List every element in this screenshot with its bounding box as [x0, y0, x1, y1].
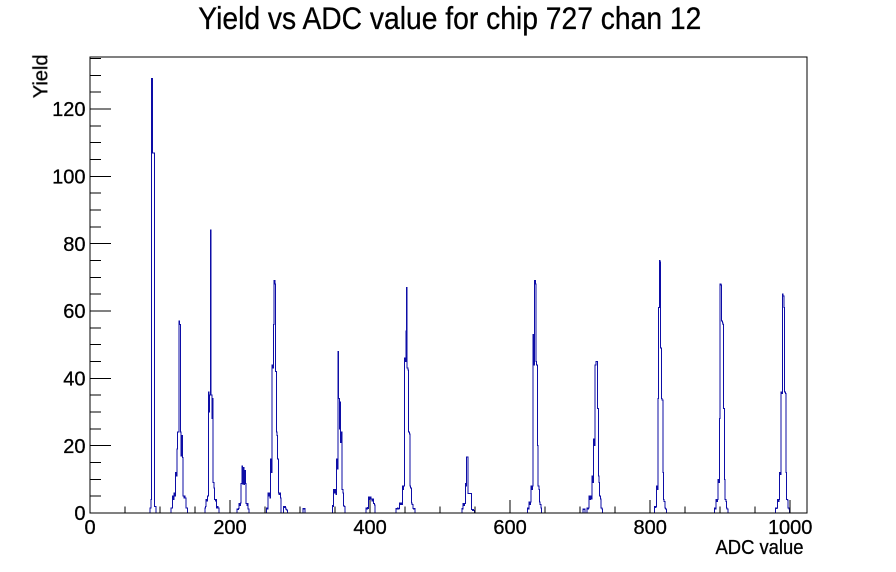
svg-text:60: 60: [63, 301, 85, 323]
svg-text:1000: 1000: [768, 517, 813, 539]
svg-text:100: 100: [52, 167, 85, 189]
svg-text:Yield vs ADC value for chip 72: Yield vs ADC value for chip 727 chan 12: [198, 1, 701, 36]
svg-text:400: 400: [353, 517, 386, 539]
svg-text:40: 40: [63, 369, 85, 391]
svg-text:20: 20: [63, 436, 85, 458]
svg-text:0: 0: [74, 503, 85, 525]
svg-text:120: 120: [52, 99, 85, 121]
svg-text:200: 200: [213, 517, 246, 539]
svg-text:Yield: Yield: [30, 54, 52, 98]
svg-text:ADC value: ADC value: [716, 537, 804, 559]
svg-text:800: 800: [634, 517, 667, 539]
svg-text:600: 600: [493, 517, 526, 539]
svg-text:0: 0: [84, 517, 95, 539]
svg-text:80: 80: [63, 234, 85, 256]
